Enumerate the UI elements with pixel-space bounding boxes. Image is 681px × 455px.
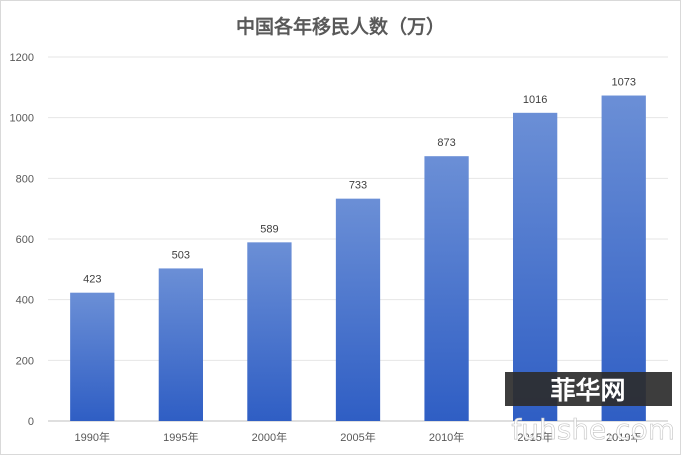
y-tick-label: 1000 (10, 113, 34, 125)
y-tick-label: 1200 (10, 52, 34, 64)
bar-value-label: 1016 (523, 94, 547, 106)
y-tick-label: 0 (28, 416, 34, 428)
y-tick-label: 400 (16, 295, 34, 307)
watermark: 菲华网 fuhshe.com (505, 372, 675, 446)
watermark-backdrop (505, 372, 672, 406)
y-axis-ticks: 0 200 400 600 800 1000 1200 (10, 52, 34, 428)
watermark-cjk: 菲华网 (550, 376, 625, 405)
bar-value-label: 1073 (611, 77, 635, 89)
y-tick-label: 600 (16, 234, 34, 246)
x-tick-label: 1990年 (75, 430, 110, 444)
data-labels: 423 503 589 733 873 1016 1073 (83, 77, 636, 286)
bar-value-label: 503 (172, 249, 190, 261)
bar (513, 112, 558, 422)
bar (424, 156, 469, 421)
bar (335, 198, 381, 421)
bar (158, 268, 203, 421)
x-tick-label: 2019年 (606, 430, 641, 444)
x-tick-label: 2015年 (517, 430, 552, 444)
bar-value-label: 873 (437, 137, 455, 149)
bar (601, 95, 646, 422)
bar (70, 292, 115, 421)
x-tick-label: 1995年 (163, 430, 198, 444)
chart-title: 中国各年移民人数（万） (235, 16, 445, 38)
bars (70, 95, 646, 422)
watermark-latin: fuhshe.com (511, 413, 675, 446)
x-axis-ticks: 1990年 1995年 2000年 2005年 2010年 2015年 2019年 (75, 430, 642, 444)
x-tick-label: 2000年 (252, 430, 287, 444)
y-tick-label: 200 (16, 355, 34, 367)
bar-value-label: 589 (260, 223, 278, 235)
bar (247, 242, 292, 421)
x-tick-label: 2010年 (429, 430, 464, 444)
y-tick-label: 800 (16, 173, 34, 185)
bar-value-label: 733 (349, 180, 367, 192)
bar-value-label: 423 (83, 274, 101, 286)
x-tick-label: 2005年 (340, 430, 375, 444)
